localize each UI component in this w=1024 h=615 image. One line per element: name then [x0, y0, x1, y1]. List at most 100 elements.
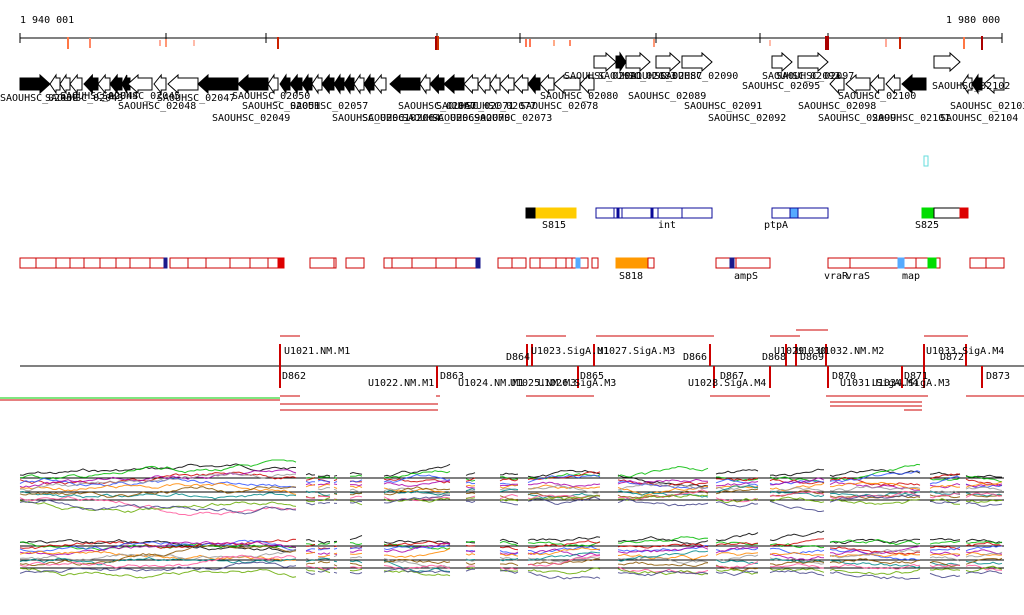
- feature-box: [648, 258, 654, 268]
- region-label-s815[interactable]: S815: [542, 220, 566, 231]
- expression-line: [930, 500, 960, 503]
- gene-label[interactable]: SAOUHSC_02090: [660, 71, 738, 82]
- peak-labels-below: D862 U1022.NM.M1 D863 U1024.NM.M1 U1025.…: [282, 371, 1010, 389]
- gene-arrow: [354, 75, 364, 93]
- feature-box: [476, 258, 480, 268]
- expression-line: [466, 501, 475, 502]
- ruler-end-label: 1 980 000: [946, 15, 1000, 26]
- expression-line: [318, 493, 330, 496]
- feature-label-amps[interactable]: ampS: [734, 271, 758, 282]
- region-track: S815 int ptpA S825: [526, 208, 968, 231]
- expression-line: [966, 487, 1002, 490]
- gene-label[interactable]: SAOUHSC_02091: [684, 101, 762, 112]
- expression-plot-top: [20, 460, 1004, 515]
- expression-line: [930, 569, 960, 571]
- peak-label[interactable]: U1032.NM.M2: [818, 346, 884, 357]
- gene-arrows: [20, 53, 1004, 93]
- region-label-int[interactable]: int: [658, 220, 676, 231]
- gene-arrow: [656, 53, 680, 71]
- expression-line: [930, 539, 960, 541]
- peak-label[interactable]: U1021.NM.M1: [284, 346, 350, 357]
- expression-line: [334, 487, 337, 488]
- expression-line: [350, 496, 362, 498]
- peak-label[interactable]: U1027.SigA.M3: [597, 346, 675, 357]
- gene-label[interactable]: SAOUHSC_02100: [838, 91, 916, 102]
- expression-line: [350, 486, 362, 488]
- gene-arrow: [312, 75, 322, 93]
- gene-track: SAOUHSC_02038 SAOUHSC_02043 SAOUHSC_0204…: [0, 53, 1024, 124]
- expression-line: [966, 500, 1002, 503]
- gene-label[interactable]: SAOUHSC_02048: [118, 101, 196, 112]
- expression-line: [466, 545, 475, 546]
- feature-box: [730, 258, 734, 268]
- gene-label[interactable]: SAOUHSC_02097: [776, 71, 854, 82]
- peak-label[interactable]: D862: [282, 371, 306, 382]
- feature-label-s818[interactable]: S818: [619, 271, 643, 282]
- gene-label[interactable]: SAOUHSC_02102: [932, 81, 1010, 92]
- feature-label-map[interactable]: map: [902, 271, 920, 282]
- gene-label[interactable]: SAOUHSC_02073: [474, 113, 552, 124]
- feature-box: [20, 258, 164, 268]
- expression-line: [306, 563, 315, 564]
- peak-label[interactable]: D864: [506, 352, 530, 363]
- region-label-ptpa[interactable]: ptpA: [764, 220, 788, 231]
- feature-label-vras[interactable]: vraS: [846, 271, 870, 282]
- peak-label[interactable]: U1033.SigA.M4: [926, 346, 1004, 357]
- peak-label[interactable]: U1022.NM.M1: [368, 378, 434, 389]
- expression-line: [334, 484, 337, 485]
- expression-line: [350, 563, 362, 566]
- expression-line: [350, 543, 362, 545]
- peak-label[interactable]: D866: [683, 352, 707, 363]
- region-box: [790, 208, 798, 218]
- expression-line: [966, 550, 1002, 554]
- gene-label[interactable]: SAOUHSC_02104: [940, 113, 1018, 124]
- expression-line: [334, 555, 337, 556]
- coordinate-ruler: 1 940 001 1 980 000: [20, 15, 1002, 50]
- feature-box: [310, 258, 336, 268]
- peak-label[interactable]: U1028.SigA.M4: [688, 378, 766, 389]
- region-box: [526, 208, 536, 218]
- peak-label[interactable]: D865: [580, 371, 604, 382]
- expression-line: [770, 488, 824, 492]
- expression-line: [466, 498, 475, 499]
- region-box: [922, 208, 934, 218]
- region-box: [614, 208, 712, 218]
- peak-label[interactable]: U1034.SigA.M3: [872, 378, 950, 389]
- gene-label[interactable]: SAOUHSC_02078: [520, 101, 598, 112]
- expression-line: [334, 572, 337, 573]
- gene-label[interactable]: SAOUHSC_02095: [742, 81, 820, 92]
- feature-box: [170, 258, 284, 268]
- expression-line: [350, 475, 362, 476]
- gene-label[interactable]: SAOUHSC_02057: [290, 101, 368, 112]
- ruler-start-label: 1 940 001: [20, 15, 74, 26]
- gene-label[interactable]: SAOUHSC_02098: [798, 101, 876, 112]
- expression-line: [334, 480, 337, 481]
- expression-line: [716, 502, 758, 507]
- gene-label[interactable]: SAOUHSC_02049: [212, 113, 290, 124]
- region-box: [536, 208, 576, 218]
- expression-line: [306, 569, 315, 571]
- gene-arrow: [364, 75, 374, 93]
- region-box: [596, 208, 614, 218]
- gene-label[interactable]: SAOUHSC_02092: [708, 113, 786, 124]
- expression-line: [930, 573, 960, 577]
- region-label-s825[interactable]: S825: [915, 220, 939, 231]
- expression-line: [466, 493, 475, 494]
- gene-arrow: [334, 75, 344, 93]
- gene-label[interactable]: SAOUHSC_02080: [540, 91, 618, 102]
- expression-line: [306, 549, 315, 551]
- gene-label[interactable]: SAOUHSC_02103: [950, 101, 1024, 112]
- peak-label[interactable]: U1026.SigA.M3: [538, 378, 616, 389]
- gene-label[interactable]: SAOUHSC_02101: [872, 113, 950, 124]
- expression-line: [350, 489, 362, 492]
- expression-line: [528, 568, 600, 574]
- gene-arrow: [934, 53, 960, 71]
- feature-box: [716, 258, 770, 268]
- feature-box: [928, 258, 936, 268]
- expression-line: [306, 552, 315, 554]
- peak-label[interactable]: D873: [986, 371, 1010, 382]
- expression-line: [318, 496, 330, 497]
- peak-label[interactable]: D872: [940, 352, 964, 363]
- expression-line: [618, 467, 708, 478]
